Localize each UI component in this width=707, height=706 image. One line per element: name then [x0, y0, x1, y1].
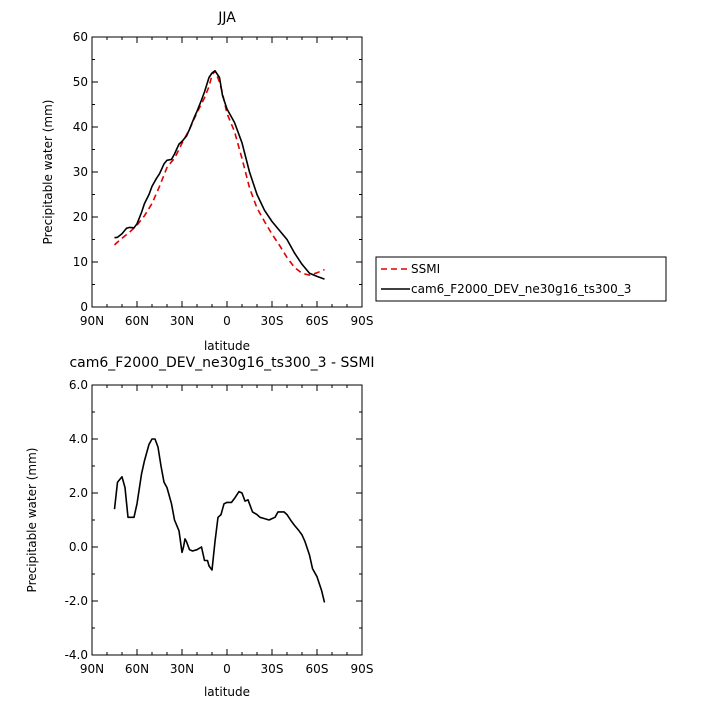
bottom-chart-title: cam6_F2000_DEV_ne30g16_ts300_3 - SSMI [69, 355, 374, 371]
top-series-line-cam6-f2000-dev-ne30g16-ts300-3 [114, 70, 325, 280]
top-x-tick-label: 60S [306, 314, 329, 328]
bottom-x-axis-label: latitude [204, 685, 250, 699]
bottom-y-tick-label: 2.0 [69, 486, 88, 500]
top-series-layer [113, 70, 325, 280]
legend-label-ssmi: SSMI [411, 262, 440, 276]
legend-label-model: cam6_F2000_DEV_ne30g16_ts300_3 [411, 282, 631, 296]
top-x-tick-label: 0 [223, 314, 231, 328]
top-x-tick-label: 60N [125, 314, 149, 328]
top-chart-title: JJA [217, 10, 236, 26]
top-y-tick-label: 50 [73, 75, 88, 89]
bottom-y-tick-label: 4.0 [69, 432, 88, 446]
bottom-x-tick-label: 60N [125, 662, 149, 676]
top-panel: JJA Precipitable water (mm) latitude 90N… [41, 10, 373, 353]
bottom-x-tick-label: 30N [170, 662, 194, 676]
legend: SSMI cam6_F2000_DEV_ne30g16_ts300_3 [375, 256, 667, 302]
top-x-tick-label: 30N [170, 314, 194, 328]
top-y-tick-label: 30 [73, 165, 88, 179]
bottom-x-tick-label: 60S [306, 662, 329, 676]
bottom-x-tick-label: 30S [261, 662, 284, 676]
bottom-x-tick-label: 90N [80, 662, 104, 676]
top-x-tick-label: 90S [351, 314, 374, 328]
bottom-plot-frame [91, 384, 363, 656]
top-series-line-ssmi [113, 70, 325, 276]
bottom-y-tick-label: 0.0 [69, 540, 88, 554]
top-y-tick-label: 40 [73, 120, 88, 134]
bottom-series-line-difference [113, 438, 326, 603]
top-y-tick-label: 20 [73, 210, 88, 224]
top-y-tick-label: 60 [73, 30, 88, 44]
bottom-panel: cam6_F2000_DEV_ne30g16_ts300_3 - SSMI Pr… [25, 355, 375, 699]
top-axis-ticks: 90N 60N 30N 0 30S 60S 90S 0 10 20 30 40 50 60 [73, 30, 374, 328]
bottom-y-tick-label: -2.0 [65, 594, 88, 608]
bottom-x-tick-label: 90S [351, 662, 374, 676]
bottom-x-tick-label: 0 [223, 662, 231, 676]
top-plot-frame [91, 36, 363, 308]
top-y-tick-label: 0 [80, 300, 88, 314]
top-y-tick-label: 10 [73, 255, 88, 269]
bottom-axis-ticks: 90N 60N 30N 0 30S 60S 90S -4.0 -2.0 0.0 2.0 4.0 6.0 [65, 378, 374, 676]
bottom-y-tick-label: 6.0 [69, 378, 88, 392]
bottom-y-tick-label: -4.0 [65, 648, 88, 662]
bottom-series-layer [113, 438, 326, 603]
top-y-axis-label: Precipitable water (mm) [41, 100, 55, 245]
legend-box [375, 256, 667, 302]
bottom-y-axis-label: Precipitable water (mm) [25, 448, 39, 593]
top-x-tick-label: 30S [261, 314, 284, 328]
top-x-tick-label: 90N [80, 314, 104, 328]
top-x-axis-label: latitude [204, 339, 250, 353]
